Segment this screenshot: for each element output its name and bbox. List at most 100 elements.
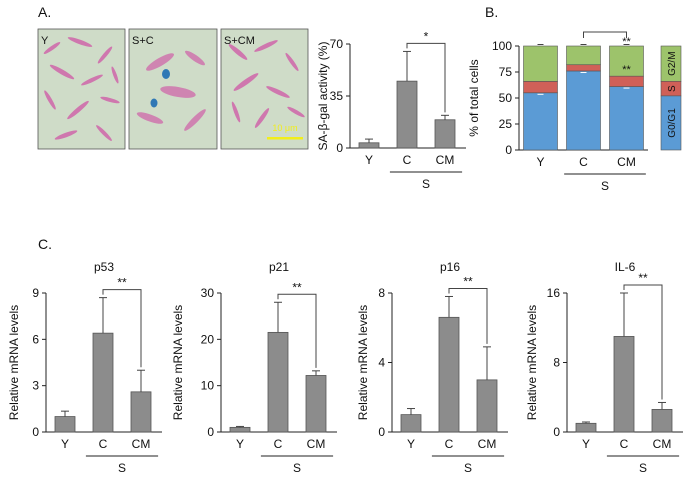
x-tick-label: C <box>445 437 454 451</box>
chart-title: p53 <box>94 260 114 274</box>
x-tick-label: C <box>620 437 629 451</box>
significance-bracket <box>406 42 446 113</box>
group-label: S <box>464 461 472 475</box>
y-tick-label: 35 <box>330 89 344 103</box>
significance-bracket <box>623 284 663 400</box>
chart-title: IL-6 <box>615 260 636 274</box>
y-tick-label: 4 <box>378 356 385 370</box>
y-tick-label: 16 <box>547 286 561 300</box>
y-tick-label: 0 <box>553 425 560 439</box>
panel-label-b: B. <box>485 4 498 20</box>
y-axis-label: Relative mRNA levels <box>356 305 370 420</box>
significance-bracket <box>102 289 142 368</box>
stacked-bar-segment <box>566 45 601 66</box>
group-label: S <box>639 461 647 475</box>
chart-p16: p16 0 4 8 Relative mRNA levels Y C CM S ** <box>356 260 508 475</box>
y-tick-label: 75 <box>499 65 513 79</box>
y-tick-label: 100 <box>492 39 512 53</box>
micrograph-senescent-cm: 10 μm <box>220 28 309 150</box>
bar <box>651 409 673 433</box>
significance-bracket <box>277 293 317 368</box>
y-tick-label: 50 <box>499 91 513 105</box>
bar <box>358 142 380 149</box>
micrograph-label-young: Y <box>41 35 49 47</box>
y-tick-label: 0 <box>378 425 385 439</box>
significance-label: ** <box>292 280 302 294</box>
legend-g0g1-swatch <box>660 95 682 151</box>
y-tick-label: 3 <box>32 379 39 393</box>
stacked-bar-segment <box>566 64 601 72</box>
stacked-bar-segment <box>609 75 644 87</box>
micrograph-label-senescent-control: S+C <box>132 35 154 47</box>
y-axis-label: % of total cells <box>467 59 481 136</box>
bar <box>396 80 418 149</box>
bar <box>476 379 498 433</box>
x-tick-label: CM <box>307 437 326 451</box>
significance-label: ** <box>463 274 473 288</box>
panel-label-a: A. <box>38 4 51 20</box>
group-label: S <box>422 177 430 191</box>
x-tick-label: Y <box>536 155 544 169</box>
x-tick-label: Y <box>582 437 590 451</box>
bar <box>438 316 460 433</box>
x-tick-label: Y <box>61 437 69 451</box>
chart-p21: p21 0 10 20 30 Relative mRNA levels Y C CM S ** <box>171 260 337 475</box>
x-tick-label: CM <box>653 437 672 451</box>
x-tick-label: C <box>274 437 283 451</box>
y-tick-label: 0 <box>32 425 39 439</box>
y-tick-label: 0 <box>207 425 214 439</box>
y-tick-label: 70 <box>330 37 344 51</box>
bar <box>229 426 251 433</box>
x-tick-label: CM <box>436 153 455 167</box>
scale-bar <box>267 137 303 140</box>
cells-senescent-cm <box>228 40 305 128</box>
significance-label: ** <box>117 276 127 290</box>
bar <box>267 331 289 433</box>
x-tick-label: C <box>579 155 588 169</box>
x-tick-label: C <box>403 153 412 167</box>
significance-label: ** <box>622 36 631 48</box>
legend-g2m-label: G2/M <box>667 51 678 75</box>
chart-p53: p53 0 3 6 9 Relative mRNA levels Y C CM S ** <box>7 260 162 475</box>
cells-young <box>43 37 120 141</box>
group-label: S <box>601 179 609 193</box>
legend-g0g1-label: G0/G1 <box>667 108 678 138</box>
stacked-bar-segment <box>523 81 558 94</box>
x-tick-label: Y <box>407 437 415 451</box>
significance-bracket <box>448 287 488 344</box>
y-tick-label: 8 <box>553 356 560 370</box>
y-tick-label: 30 <box>201 286 215 300</box>
bar <box>434 119 456 149</box>
y-axis-label: Relative mRNA levels <box>7 305 21 420</box>
chart-title: p16 <box>440 260 460 274</box>
stacked-bar-segment <box>609 45 644 77</box>
x-tick-label: CM <box>132 437 151 451</box>
stacked-bar-segment <box>523 45 558 82</box>
x-tick-label: C <box>99 437 108 451</box>
y-axis-label: SA-β-gal activity (%) <box>316 42 330 151</box>
chart-il6: IL-6 0 8 16 Relative mRNA levels Y C CM S ** <box>525 260 683 475</box>
significance-bracket <box>583 31 627 38</box>
y-tick-label: 0 <box>336 141 343 155</box>
y-tick-label: 20 <box>201 332 215 346</box>
x-tick-label: Y <box>365 153 373 167</box>
panel-label-c: C. <box>38 236 52 252</box>
bar <box>305 375 327 433</box>
significance-label: ** <box>622 64 631 76</box>
significance-label: ** <box>638 271 648 285</box>
chart-title: p21 <box>269 260 289 274</box>
beta-gal-stain <box>150 69 170 108</box>
x-tick-label: Y <box>236 437 244 451</box>
group-label: S <box>293 461 301 475</box>
y-tick-label: 25 <box>499 117 513 131</box>
bar <box>130 391 152 433</box>
x-tick-label: CM <box>478 437 497 451</box>
stacked-bar-segment <box>566 70 601 151</box>
y-tick-label: 10 <box>201 379 215 393</box>
cells-senescent-control <box>136 50 206 131</box>
x-tick-label: CM <box>617 155 636 169</box>
y-axis-label: Relative mRNA levels <box>525 305 539 420</box>
micrograph-young <box>37 28 126 150</box>
